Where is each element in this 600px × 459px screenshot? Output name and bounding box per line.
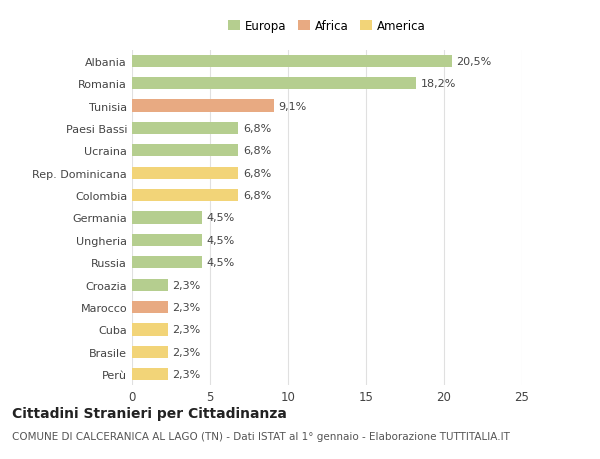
Bar — [132, 301, 168, 313]
Text: 2,3%: 2,3% — [173, 325, 201, 335]
Bar — [132, 368, 168, 381]
Bar — [132, 145, 238, 157]
Bar — [132, 190, 238, 202]
Bar — [132, 257, 202, 269]
Text: 6,8%: 6,8% — [243, 123, 271, 134]
Text: 6,8%: 6,8% — [243, 190, 271, 201]
Text: 4,5%: 4,5% — [207, 213, 235, 223]
Text: 6,8%: 6,8% — [243, 168, 271, 179]
Text: COMUNE DI CALCERANICA AL LAGO (TN) - Dati ISTAT al 1° gennaio - Elaborazione TUT: COMUNE DI CALCERANICA AL LAGO (TN) - Dat… — [12, 431, 510, 442]
Text: Cittadini Stranieri per Cittadinanza: Cittadini Stranieri per Cittadinanza — [12, 406, 287, 420]
Text: 9,1%: 9,1% — [278, 101, 307, 112]
Text: 20,5%: 20,5% — [457, 56, 492, 67]
Bar — [132, 100, 274, 112]
Text: 2,3%: 2,3% — [173, 280, 201, 290]
Bar — [132, 279, 168, 291]
Bar — [132, 167, 238, 179]
Bar — [132, 212, 202, 224]
Bar — [132, 324, 168, 336]
Bar — [132, 56, 452, 68]
Legend: Europa, Africa, America: Europa, Africa, America — [224, 16, 430, 38]
Text: 2,3%: 2,3% — [173, 369, 201, 380]
Bar — [132, 346, 168, 358]
Text: 18,2%: 18,2% — [421, 79, 456, 89]
Text: 4,5%: 4,5% — [207, 235, 235, 246]
Text: 4,5%: 4,5% — [207, 257, 235, 268]
Text: 2,3%: 2,3% — [173, 302, 201, 313]
Bar — [132, 78, 416, 90]
Text: 6,8%: 6,8% — [243, 146, 271, 156]
Bar — [132, 234, 202, 246]
Text: 2,3%: 2,3% — [173, 347, 201, 357]
Bar — [132, 123, 238, 135]
